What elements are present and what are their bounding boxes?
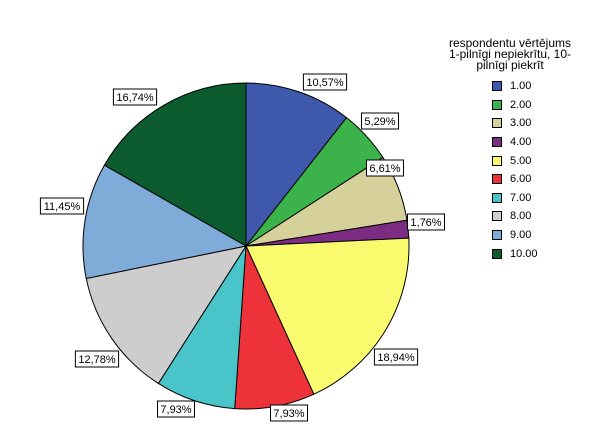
legend-swatch — [492, 174, 502, 185]
legend-swatch — [492, 192, 502, 203]
legend: respondentu vērtējums 1-pilnīgi nepiekrī… — [448, 36, 588, 263]
legend-swatch — [492, 155, 502, 166]
legend-label: 8.00 — [510, 210, 532, 223]
legend-item: 4.00 — [492, 133, 588, 152]
pie-slice — [103, 82, 247, 247]
slice-value-label: 1,76% — [407, 213, 445, 231]
legend-swatch — [492, 81, 502, 92]
legend-title-line: 1-pilnīgi nepiekrītu, 10- — [448, 47, 572, 61]
svg-text:5,29%: 5,29% — [364, 116, 395, 128]
legend-swatch — [492, 230, 502, 241]
legend-swatch — [492, 137, 502, 148]
svg-text:18,94%: 18,94% — [377, 352, 415, 364]
legend-label: 3.00 — [510, 117, 532, 130]
svg-text:11,45%: 11,45% — [44, 201, 81, 213]
legend-item: 1.00 — [492, 77, 588, 96]
pie-slice — [245, 82, 348, 248]
svg-text:1,76%: 1,76% — [410, 217, 441, 229]
legend-label: 4.00 — [510, 136, 532, 149]
pie-slice — [85, 245, 248, 385]
slice-value-label: 7,93% — [157, 400, 195, 418]
legend-title-line: pilnīgi piekrīt — [476, 58, 544, 72]
legend-label: 2.00 — [510, 98, 532, 111]
slice-value-label: 6,61% — [366, 159, 404, 177]
slice-value-label: 12,78% — [74, 350, 120, 368]
legend-item: 7.00 — [492, 189, 588, 208]
legend-item: 6.00 — [492, 170, 588, 189]
legend-label: 6.00 — [510, 173, 532, 186]
svg-text:7,93%: 7,93% — [273, 408, 304, 420]
legend-swatch — [492, 99, 502, 110]
legend-item: 2.00 — [492, 96, 588, 115]
legend-item: 10.00 — [492, 244, 588, 263]
svg-text:7,93%: 7,93% — [160, 404, 191, 416]
svg-text:6,61%: 6,61% — [369, 163, 400, 175]
legend-label: 1.00 — [510, 80, 532, 93]
svg-text:10,57%: 10,57% — [306, 77, 344, 89]
legend-label: 7.00 — [510, 191, 532, 204]
legend-item: 9.00 — [492, 226, 588, 245]
legend-title: respondentu vērtējums 1-pilnīgi nepiekrī… — [448, 36, 572, 72]
legend-swatch — [492, 211, 502, 222]
legend-item: 8.00 — [492, 207, 588, 226]
slice-value-label: 18,94% — [373, 348, 419, 366]
slice-value-label: 7,93% — [270, 404, 308, 422]
legend-label: 9.00 — [510, 229, 532, 242]
legend-item: 3.00 — [492, 114, 588, 133]
pie-slice — [245, 237, 410, 395]
legend-label: 5.00 — [510, 154, 532, 167]
legend-title-line: respondentu vērtējums — [448, 36, 572, 50]
slice-value-label: 16,74% — [112, 88, 158, 106]
svg-text:16,74%: 16,74% — [116, 92, 154, 104]
slice-value-label: 11,45% — [39, 197, 85, 215]
pie-slice — [82, 164, 248, 280]
legend-items: 1.00 2.00 3.00 4.00 5.00 6.00 7.00 8.00 9.00 10.0… — [448, 77, 588, 263]
svg-text:12,78%: 12,78% — [78, 354, 116, 366]
slice-value-label: 10,57% — [302, 73, 348, 91]
legend-swatch — [492, 118, 502, 129]
legend-item: 5.00 — [492, 151, 588, 170]
legend-label: 10.00 — [510, 247, 538, 260]
legend-swatch — [492, 248, 502, 259]
slice-value-label: 5,29% — [361, 112, 399, 130]
